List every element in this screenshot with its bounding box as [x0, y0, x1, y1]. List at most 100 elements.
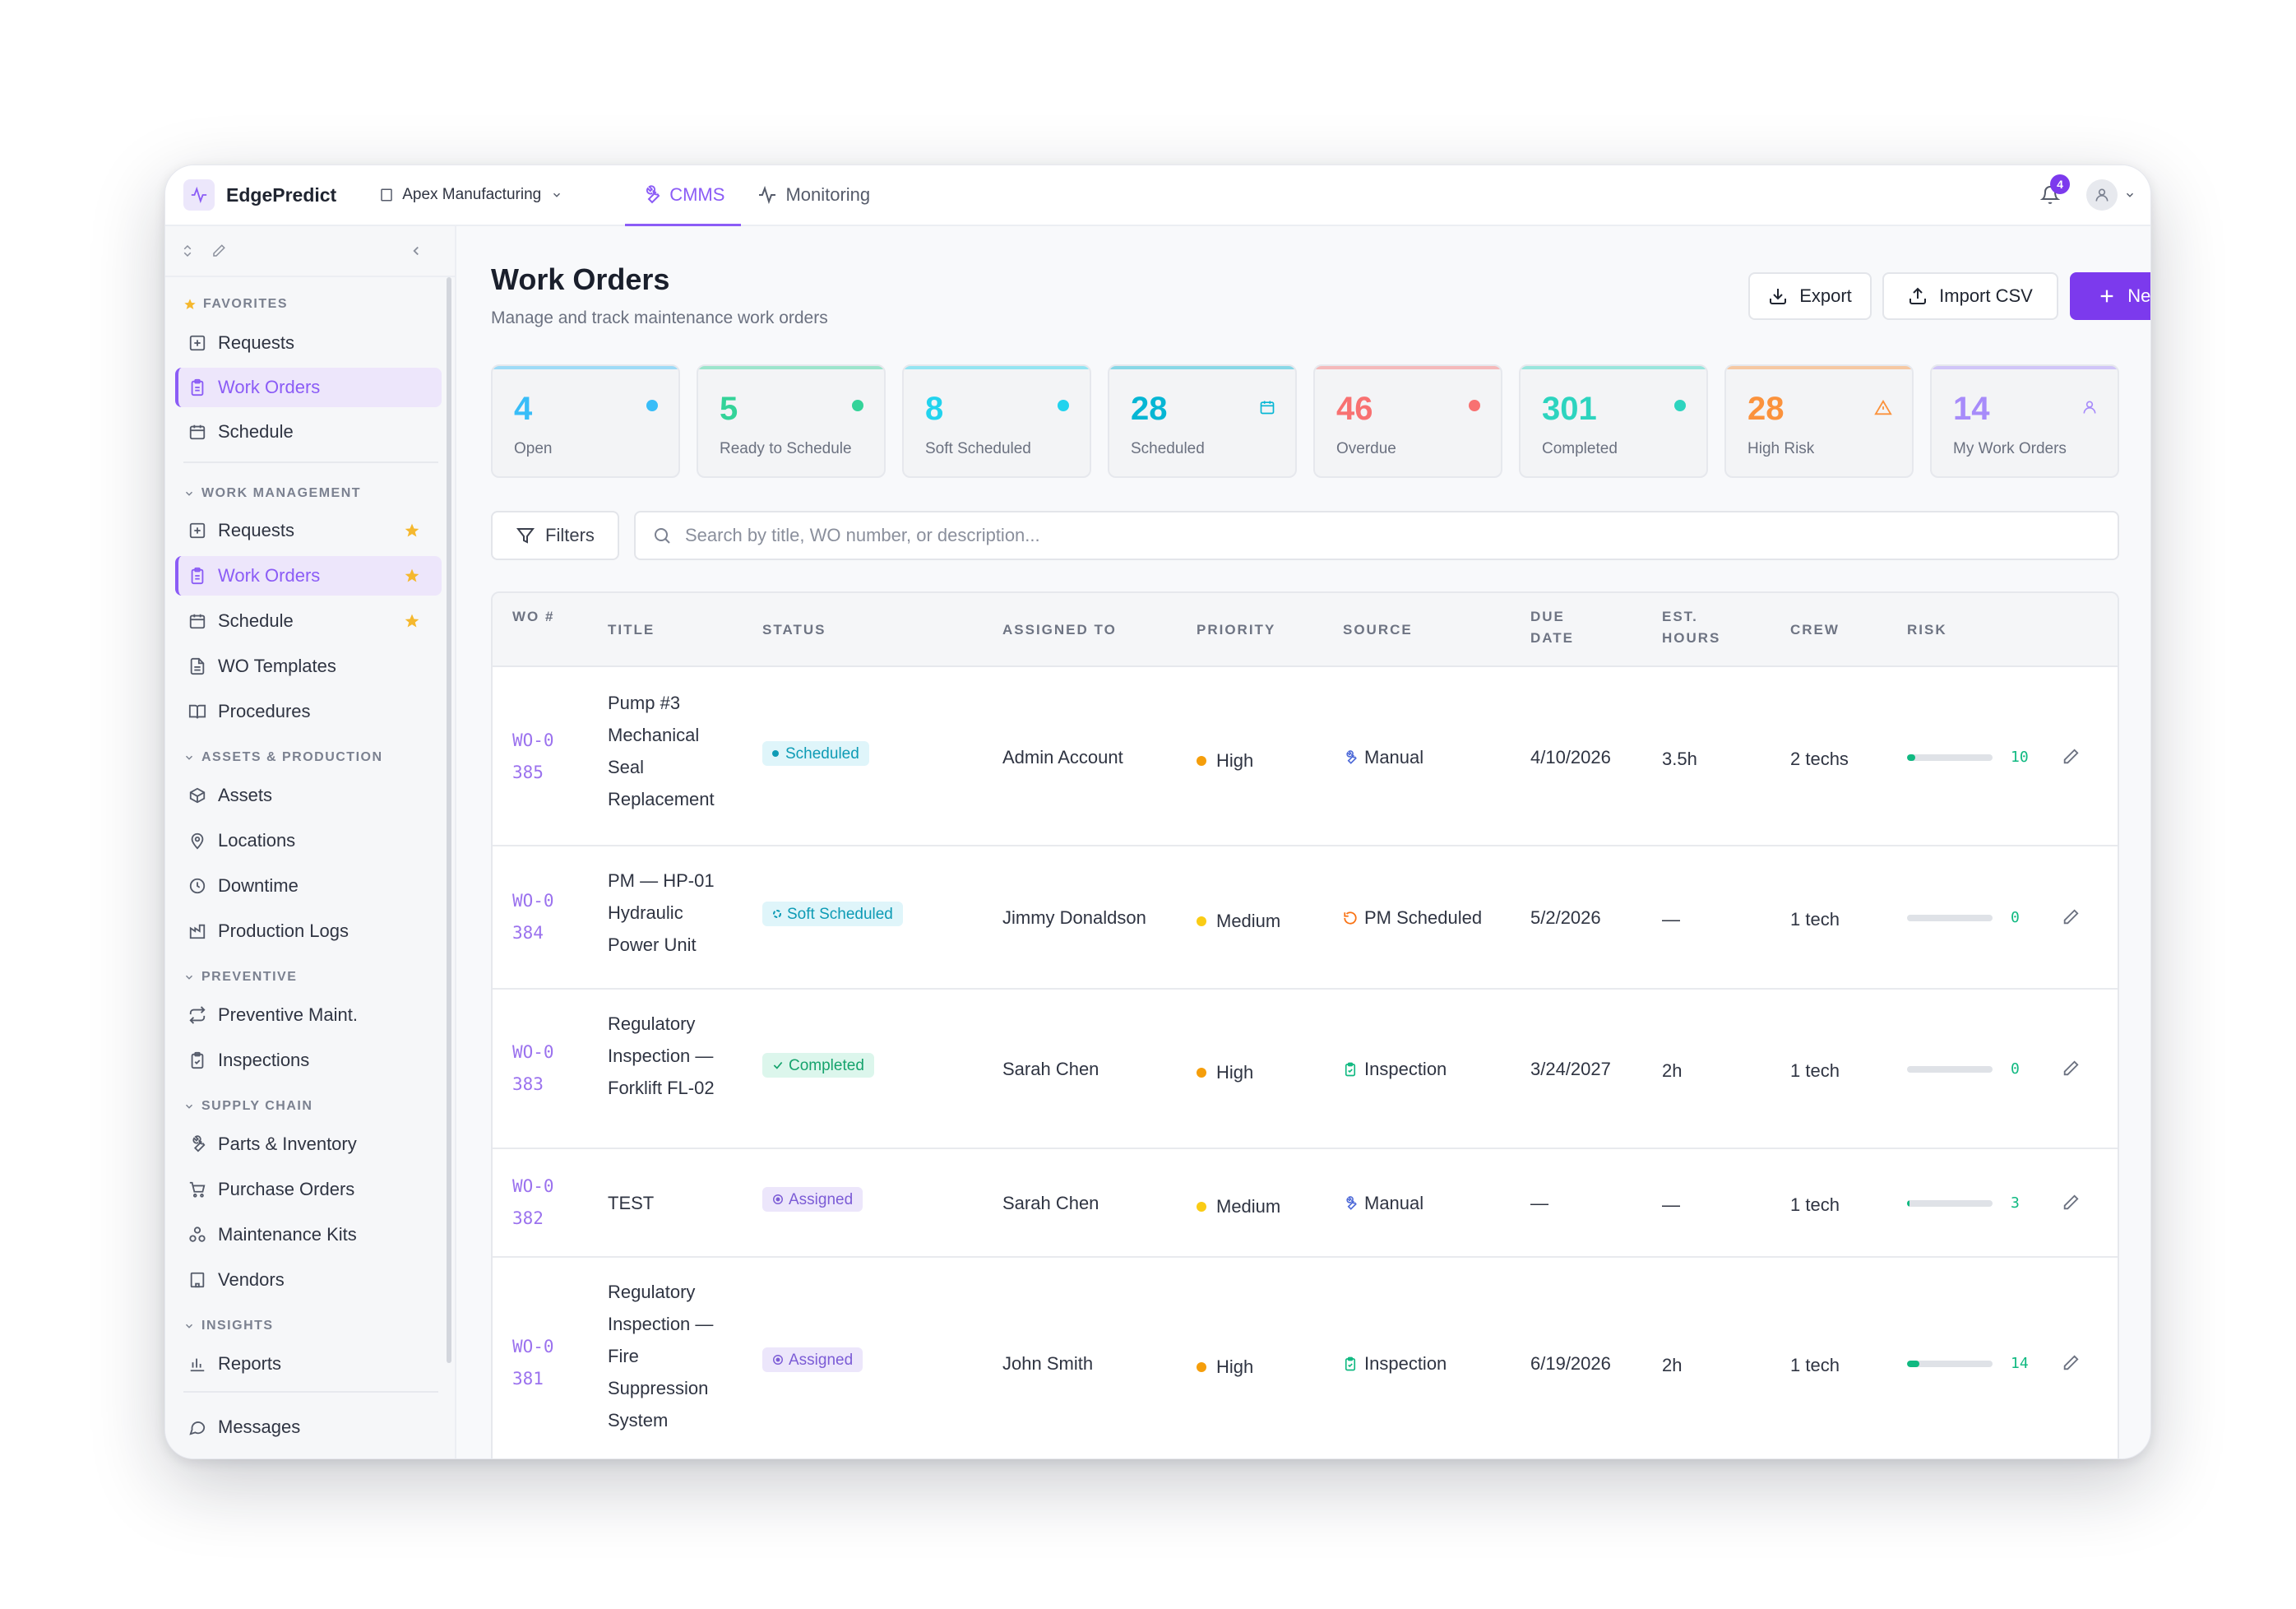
import-csv-button[interactable]: Import CSV — [1882, 272, 2058, 320]
stat-card-my-work-orders[interactable]: 14 My Work Orders — [1930, 364, 2119, 478]
edit-pencil-icon[interactable] — [2062, 1060, 2080, 1082]
download-icon — [1770, 289, 1787, 304]
status-dot-icon — [646, 399, 659, 416]
sidebar-item-schedule[interactable]: Schedule — [175, 601, 442, 641]
wo-number-link[interactable]: WO-0385 — [512, 730, 554, 782]
assets-production-section-label[interactable]: ASSETS & PRODUCTION — [183, 750, 383, 765]
sidebar-item-fav-work-orders[interactable]: Work Orders — [175, 368, 442, 407]
table-row[interactable]: WO-0382 TEST Assigned Sarah Chen Medium Manua… — [493, 1149, 2118, 1258]
insights-section-label[interactable]: INSIGHTS — [183, 1319, 274, 1333]
table-row[interactable]: WO-0383 Regulatory Inspection — Forklift … — [493, 990, 2118, 1149]
org-selector[interactable]: Apex Manufacturing — [379, 186, 571, 204]
edit-pencil-icon[interactable] — [2062, 1194, 2080, 1216]
tab-monitoring[interactable]: Monitoring — [741, 165, 886, 225]
sidebar-item-vendors[interactable]: Vendors — [175, 1260, 442, 1300]
risk-score: 10 — [1907, 741, 2029, 773]
star-icon — [184, 299, 196, 309]
column-header-hours[interactable]: EST. HOURS — [1662, 609, 1721, 646]
collapse-sidebar-icon[interactable] — [409, 243, 424, 258]
sidebar-item-label: Downtime — [218, 875, 299, 896]
stat-card-open[interactable]: 4 Open — [491, 364, 680, 478]
wo-title[interactable]: PM — HP-01 Hydraulic Power Unit — [608, 870, 715, 955]
star-icon[interactable] — [404, 613, 420, 629]
sidebar-item-locations[interactable]: Locations — [175, 821, 442, 860]
risk-score: 0 — [1907, 1053, 2020, 1085]
search-input[interactable] — [685, 525, 2001, 546]
star-icon[interactable] — [404, 568, 420, 584]
repeat-icon — [189, 1006, 206, 1024]
wo-title[interactable]: Regulatory Inspection — Fire Suppression… — [608, 1282, 714, 1430]
priority: Medium — [1197, 1190, 1280, 1222]
stat-value: 4 — [514, 391, 533, 427]
sidebar-item-fav-schedule[interactable]: Schedule — [175, 412, 442, 452]
new-work-order-button[interactable]: New Work Order — [2070, 272, 2150, 320]
brand[interactable]: EdgePredict — [183, 179, 336, 211]
column-header-source[interactable]: SOURCE — [1343, 622, 1413, 638]
table-row[interactable]: WO-0381 Regulatory Inspection — Fire Supp… — [493, 1258, 2118, 1458]
priority-dot-icon — [1197, 1361, 1206, 1372]
notifications-button[interactable]: 4 — [2035, 174, 2070, 210]
sidebar-item-work-orders[interactable]: Work Orders — [175, 556, 442, 596]
due-date: — — [1530, 1193, 1548, 1213]
supply-chain-section-label[interactable]: SUPPLY CHAIN — [183, 1099, 312, 1114]
wo-number-link[interactable]: WO-0384 — [512, 891, 554, 943]
sidebar-scrollbar[interactable] — [447, 277, 451, 1363]
export-button[interactable]: Export — [1748, 272, 1872, 320]
user-avatar[interactable] — [2086, 179, 2118, 211]
sidebar-item-parts-inventory[interactable]: Parts & Inventory — [175, 1124, 442, 1164]
sidebar-item-purchase-orders[interactable]: Purchase Orders — [175, 1170, 442, 1209]
star-icon[interactable] — [404, 522, 420, 539]
column-header-status[interactable]: STATUS — [762, 622, 826, 638]
column-header-priority[interactable]: PRIORITY — [1197, 622, 1276, 638]
table-header: WO # TITLE STATUS ASSIGNED TO PRIORITY S… — [493, 593, 2118, 667]
stat-label: My Work Orders — [1953, 440, 2067, 457]
table-row[interactable]: WO-0385 Pump #3 Mechanical Seal Replaceme… — [493, 669, 2118, 846]
sidebar-item-requests[interactable]: Requests — [175, 511, 442, 550]
column-header-wo[interactable]: WO # — [512, 609, 555, 624]
sidebar-item-procedures[interactable]: Procedures — [175, 692, 442, 731]
chevron-down-icon[interactable] — [2124, 189, 2136, 201]
wo-number-link[interactable]: WO-0381 — [512, 1337, 554, 1389]
stat-card-completed[interactable]: 301 Completed — [1519, 364, 1708, 478]
stat-card-ready-to-schedule[interactable]: 5 Ready to Schedule — [697, 364, 886, 478]
column-header-title[interactable]: TITLE — [608, 622, 655, 638]
edit-pencil-icon[interactable] — [2062, 908, 2080, 930]
reorder-icon[interactable] — [180, 243, 195, 258]
status-badge: Assigned — [762, 1187, 863, 1212]
stat-card-soft-scheduled[interactable]: 8 Soft Scheduled — [902, 364, 1091, 478]
stat-card-scheduled[interactable]: 28 Scheduled — [1108, 364, 1297, 478]
sidebar-item-reports[interactable]: Reports — [175, 1344, 442, 1384]
filters-button[interactable]: Filters — [491, 511, 619, 560]
sidebar-item-messages[interactable]: Messages — [175, 1407, 442, 1447]
tab-cmms[interactable]: CMMS — [625, 165, 742, 226]
wo-title[interactable]: Regulatory Inspection — Forklift FL-02 — [608, 1013, 715, 1098]
preventive-section-label[interactable]: PREVENTIVE — [183, 970, 297, 985]
sidebar-item-wo-templates[interactable]: WO Templates — [175, 647, 442, 686]
wo-number-link[interactable]: WO-0382 — [512, 1176, 554, 1228]
sidebar-item-assets[interactable]: Assets — [175, 776, 442, 815]
wo-number-link[interactable]: WO-0383 — [512, 1042, 554, 1094]
sidebar-item-maintenance-kits[interactable]: Maintenance Kits — [175, 1215, 442, 1254]
sidebar-item-inspections[interactable]: Inspections — [175, 1041, 442, 1080]
wo-title[interactable]: Pump #3 Mechanical Seal Replacement — [608, 693, 715, 809]
tab-cmms-label: CMMS — [669, 184, 725, 205]
message-icon — [189, 1421, 206, 1435]
work-orders-table: WO # TITLE STATUS ASSIGNED TO PRIORITY S… — [491, 591, 2119, 1458]
column-header-crew[interactable]: CREW — [1790, 622, 1840, 638]
edit-pencil-icon[interactable] — [2062, 1354, 2080, 1376]
edit-pencil-icon[interactable] — [2062, 748, 2080, 770]
wo-title[interactable]: TEST — [608, 1193, 655, 1213]
sidebar-item-fav-requests[interactable]: Requests — [175, 323, 442, 363]
pencil-icon[interactable] — [211, 243, 226, 258]
column-header-assigned[interactable]: ASSIGNED TO — [1002, 622, 1117, 638]
work-management-section-label[interactable]: WORK MANAGEMENT — [183, 486, 361, 501]
sidebar-item-preventive-maint[interactable]: Preventive Maint. — [175, 995, 442, 1035]
column-header-risk[interactable]: RISK — [1907, 622, 1947, 638]
sidebar-item-production-logs[interactable]: Production Logs — [175, 911, 442, 951]
status-dot-icon — [1673, 399, 1687, 416]
column-header-due[interactable]: DUE DATE — [1530, 609, 1575, 646]
table-row[interactable]: WO-0384 PM — HP-01 Hydraulic Power Unit So… — [493, 846, 2118, 990]
stat-card-overdue[interactable]: 46 Overdue — [1313, 364, 1502, 478]
stat-card-high-risk[interactable]: 28 High Risk — [1724, 364, 1914, 478]
sidebar-item-downtime[interactable]: Downtime — [175, 866, 442, 906]
